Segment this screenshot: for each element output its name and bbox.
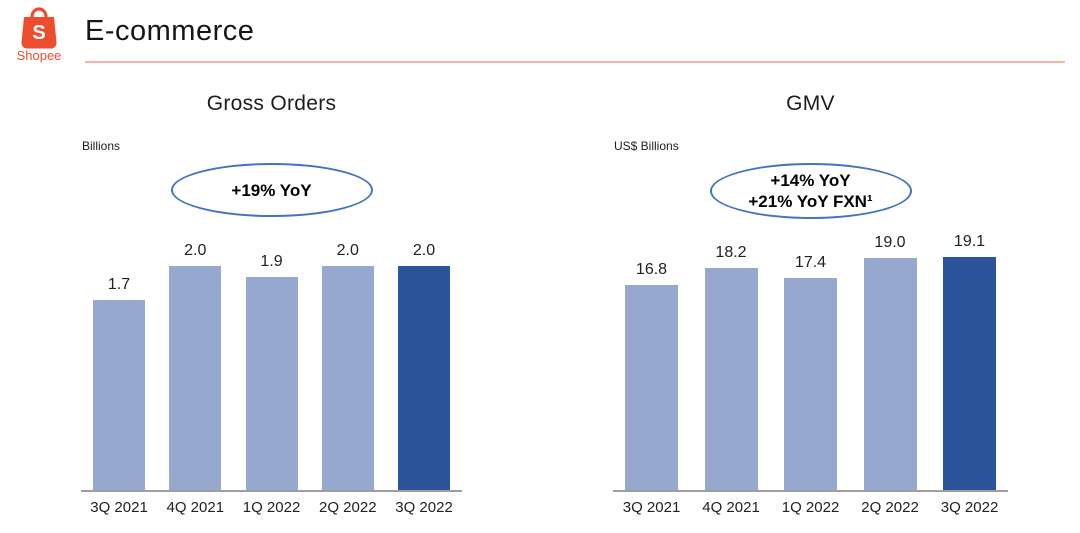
x-axis-label: 1Q 2022	[781, 499, 840, 516]
x-axis-label: 2Q 2022	[318, 499, 377, 516]
x-axis-label: 3Q 2022	[940, 499, 999, 516]
bar-value-label: 18.2	[715, 244, 747, 261]
x-axis-label: 3Q 2021	[90, 499, 148, 516]
bar-value-label: 1.9	[260, 253, 283, 270]
bar-column: 2.0	[398, 242, 450, 490]
bar-value-label: 1.7	[107, 276, 131, 293]
bar-column: 2.0	[321, 242, 374, 490]
bar	[625, 285, 678, 490]
bar	[398, 266, 450, 490]
bar-column: 1.9	[245, 253, 298, 490]
bar-value-label: 2.0	[336, 242, 359, 259]
yoy-annotation-line: +21% YoY FXN¹	[748, 192, 873, 211]
bar-column: 18.2	[704, 244, 758, 490]
bar	[784, 278, 837, 490]
bar	[245, 277, 298, 490]
shopee-bag-icon: S	[21, 7, 57, 49]
chart-title: GMV	[786, 92, 835, 115]
bar	[704, 268, 758, 490]
yoy-annotation-badge: +14% YoY +21% YoY FXN¹	[709, 163, 912, 219]
bar-value-label: 2.0	[412, 242, 436, 259]
x-axis-labels: 3Q 2021 4Q 2021 1Q 2022 2Q 2022 3Q 2022	[613, 499, 1008, 516]
yoy-annotation-line: +19% YoY	[231, 180, 312, 200]
yoy-annotation-badge: +19% YoY	[170, 163, 373, 217]
bar-value-label: 17.4	[794, 254, 827, 271]
x-axis-labels: 3Q 2021 4Q 2021 1Q 2022 2Q 2022 3Q 2022	[81, 499, 462, 516]
page-title: E-commerce	[85, 15, 255, 47]
bar	[321, 266, 374, 490]
logo-monogram: S	[32, 22, 45, 44]
bar	[943, 257, 996, 490]
bar	[169, 266, 222, 490]
bar	[863, 258, 917, 490]
plot-area: 16.8 18.2 17.4 19.0 19.1	[613, 232, 1008, 492]
bar-value-label: 19.0	[874, 234, 906, 251]
axis-unit-label: Billions	[82, 139, 121, 153]
x-axis-label: 4Q 2021	[702, 499, 760, 516]
bar-column: 17.4	[784, 254, 837, 490]
bar-value-label: 16.8	[635, 261, 668, 278]
bar	[93, 300, 145, 490]
axis-unit-label: US$ Billions	[614, 139, 679, 153]
header-divider	[85, 61, 1065, 63]
gmv-chart: GMV US$ Billions +14% YoY +21% YoY FXN¹ 1…	[613, 92, 1008, 528]
x-axis-label: 3Q 2021	[622, 499, 681, 516]
logo-wordmark: Shopee	[16, 48, 62, 63]
x-axis-label: 3Q 2022	[395, 499, 453, 516]
yoy-annotation-line: +14% YoY	[770, 171, 851, 190]
bar-column: 19.0	[863, 234, 917, 490]
bar-value-label: 19.1	[953, 233, 986, 250]
bar-column: 1.7	[93, 276, 145, 490]
x-axis-label: 4Q 2021	[166, 499, 225, 516]
chart-title: Gross Orders	[206, 92, 337, 115]
gross-orders-chart: Gross Orders Billions +19% YoY 1.7 2.0 1.9…	[81, 92, 462, 528]
x-axis-label: 1Q 2022	[242, 499, 301, 516]
shopee-logo: S Shopee	[10, 4, 68, 62]
bar-value-label: 2.0	[184, 242, 207, 259]
plot-area: 1.7 2.0 1.9 2.0 2.0	[81, 232, 462, 492]
bar-column: 16.8	[625, 261, 678, 490]
bar-column: 2.0	[169, 242, 222, 490]
bar-column: 19.1	[943, 233, 996, 490]
x-axis-label: 2Q 2022	[861, 499, 919, 516]
